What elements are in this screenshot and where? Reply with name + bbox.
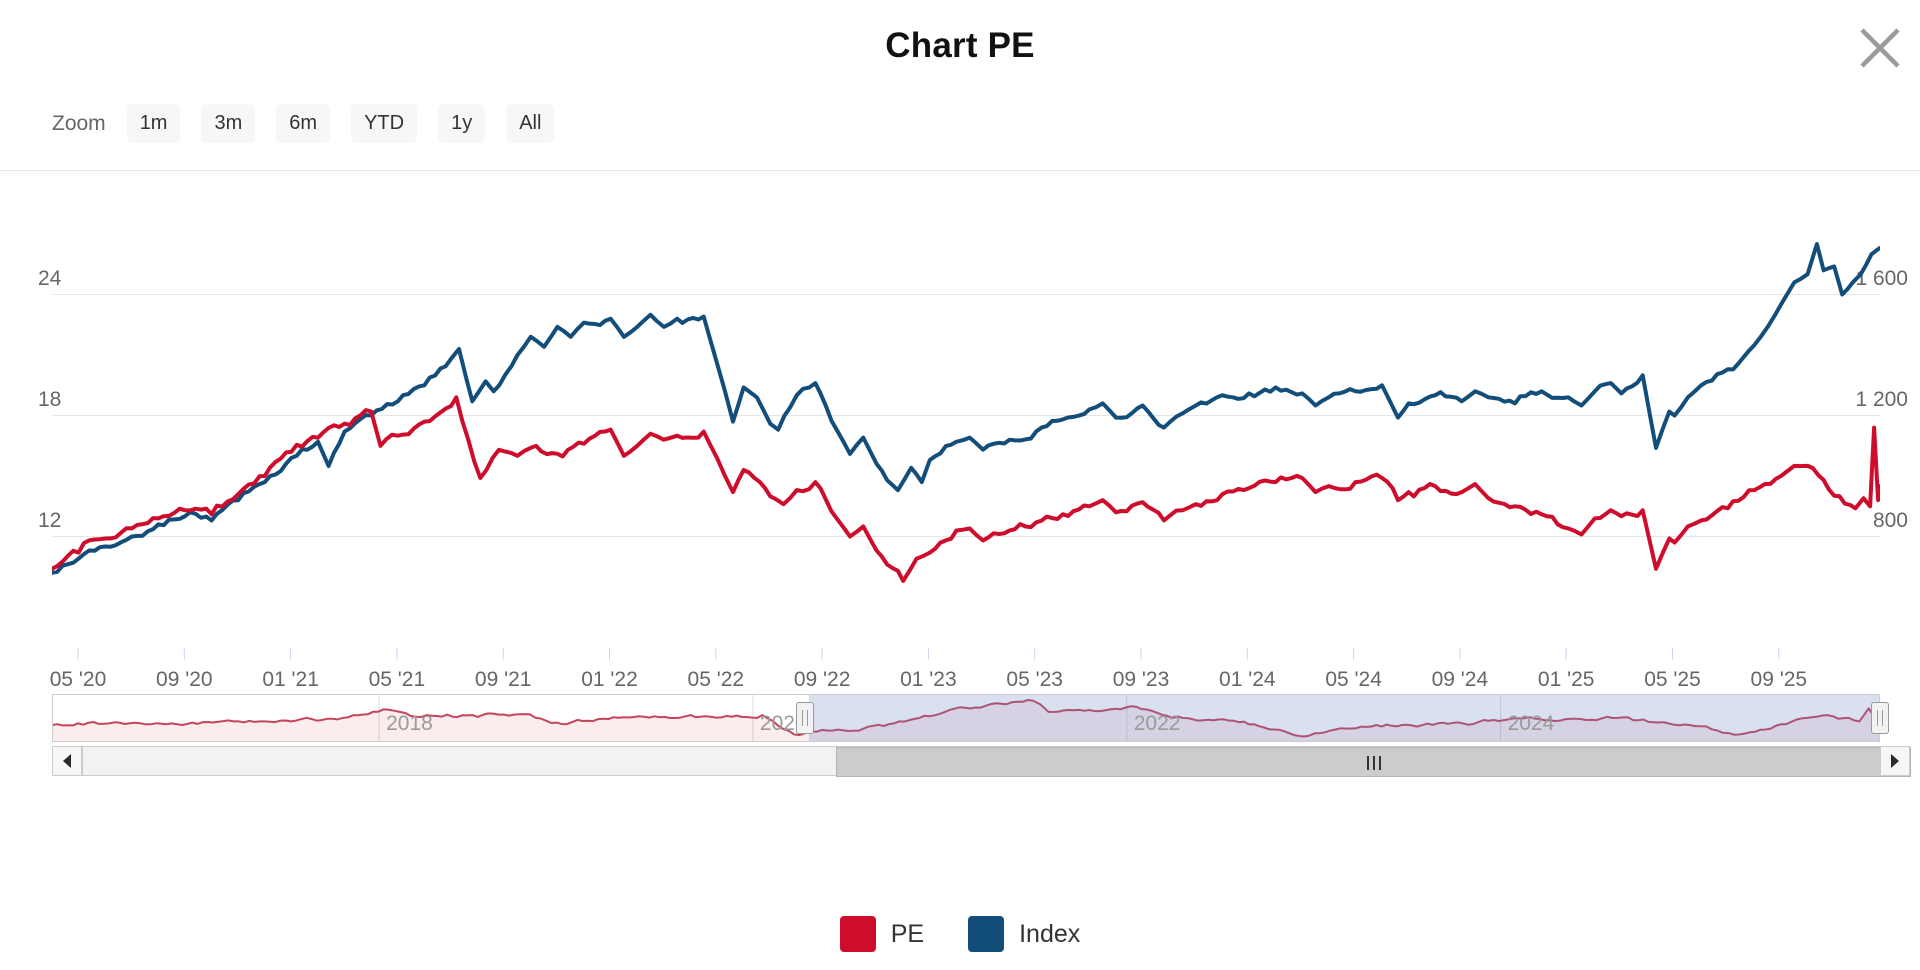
range-button-1m[interactable]: 1m — [126, 104, 181, 143]
zoom-label: Zoom — [52, 111, 106, 135]
x-axis-label: 09 '25 — [1750, 668, 1808, 691]
scrollbar-right-arrow-icon[interactable] — [1880, 746, 1910, 776]
navigator[interactable] — [52, 694, 1880, 742]
range-button-3m[interactable]: 3m — [201, 104, 256, 143]
y-axis-right-label: 1 600 — [1855, 267, 1908, 290]
scrollbar-left-arrow-icon[interactable] — [52, 746, 82, 776]
x-axis-label: 09 '20 — [156, 668, 213, 691]
range-buttons: 1m 3m 6m YTD 1y All — [126, 104, 555, 143]
legend-item-pe[interactable]: PE — [839, 916, 925, 952]
range-button-ytd[interactable]: YTD — [351, 104, 418, 143]
x-axis-label: 09 '22 — [793, 668, 851, 691]
pe-swatch-icon — [839, 916, 876, 952]
main-chart-plot-area[interactable] — [52, 180, 1880, 662]
page-title: Chart PE — [885, 26, 1035, 65]
x-axis-label: 05 '21 — [368, 668, 426, 691]
x-axis-label: 01 '23 — [900, 668, 957, 691]
x-axis-label: 01 '22 — [581, 668, 638, 691]
range-button-all[interactable]: All — [506, 104, 555, 143]
x-axis-label: 09 '21 — [474, 668, 532, 691]
y-axis-left-label: 24 — [38, 267, 62, 290]
close-icon[interactable] — [1854, 22, 1906, 74]
navigator-left-handle[interactable] — [796, 702, 814, 734]
navigator-year-label: 2020 — [759, 712, 807, 735]
navigator-right-handle[interactable] — [1871, 702, 1889, 734]
range-button-6m[interactable]: 6m — [276, 104, 331, 143]
navigator-year-label: 2018 — [386, 712, 433, 735]
x-axis-label: 01 '25 — [1537, 668, 1595, 691]
legend-item-index[interactable]: Index — [968, 916, 1080, 952]
scrollbar-thumb[interactable] — [836, 747, 1911, 777]
y-axis-left-label: 12 — [38, 509, 62, 532]
legend-label: Index — [1019, 919, 1081, 948]
x-axis-label: 01 '21 — [262, 668, 319, 691]
x-axis-label: 05 '23 — [1006, 668, 1063, 691]
y-axis-right-label: 800 — [1872, 509, 1908, 532]
x-axis-label: 01 '24 — [1219, 668, 1276, 691]
x-axis-label: 05 '20 — [49, 668, 107, 691]
range-button-1y[interactable]: 1y — [438, 104, 486, 143]
scrollbar — [52, 746, 1911, 777]
navigator-year-label: 2024 — [1507, 712, 1555, 735]
zoom-toolbar: Zoom 1m 3m 6m YTD 1y All — [52, 104, 555, 143]
legend: PE Index — [0, 916, 1920, 952]
x-axis-label: 09 '24 — [1431, 668, 1489, 691]
x-axis-label: 05 '22 — [687, 668, 745, 691]
scrollbar-track[interactable] — [82, 746, 1911, 777]
x-axis-label: 05 '24 — [1325, 668, 1382, 691]
y-axis-right-label: 1 200 — [1855, 388, 1908, 411]
index-swatch-icon — [968, 916, 1005, 952]
x-axis-label: 05 '25 — [1644, 668, 1701, 691]
legend-label: PE — [890, 919, 925, 948]
navigator-year-label: 2022 — [1133, 712, 1181, 735]
x-axis-label: 09 '23 — [1112, 668, 1170, 691]
y-axis-left-label: 18 — [38, 388, 62, 411]
top-separator — [0, 170, 1920, 171]
scrollbar-grip-icon — [1366, 756, 1381, 770]
